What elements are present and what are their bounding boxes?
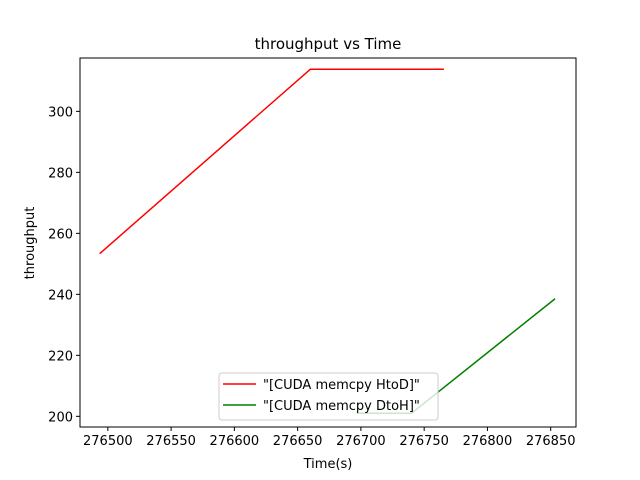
y-axis-label: throughput (23, 207, 38, 280)
chart-title: throughput vs Time (255, 35, 402, 53)
x-tick-label: 276850 (526, 434, 576, 449)
x-tick-label: 276500 (83, 434, 133, 449)
legend-label-1: "[CUDA memcpy DtoH]" (263, 399, 420, 414)
legend-label-0: "[CUDA memcpy HtoD]" (263, 378, 420, 393)
y-tick-label: 280 (48, 166, 73, 181)
legend: "[CUDA memcpy HtoD]" "[CUDA memcpy DtoH]" (219, 373, 438, 420)
y-tick-label: 220 (48, 349, 73, 364)
x-tick-label: 276800 (463, 434, 513, 449)
x-tick-label: 276650 (273, 434, 323, 449)
x-tick-label: 276700 (336, 434, 386, 449)
y-tick-label: 240 (48, 288, 73, 303)
x-axis-label: Time(s) (303, 457, 353, 472)
x-tick-label: 276550 (146, 434, 196, 449)
y-tick-label: 300 (48, 105, 73, 120)
y-tick-label: 200 (48, 410, 73, 425)
y-tick-label: 260 (48, 227, 73, 242)
x-tick-label: 276750 (399, 434, 449, 449)
x-tick-label: 276600 (210, 434, 260, 449)
